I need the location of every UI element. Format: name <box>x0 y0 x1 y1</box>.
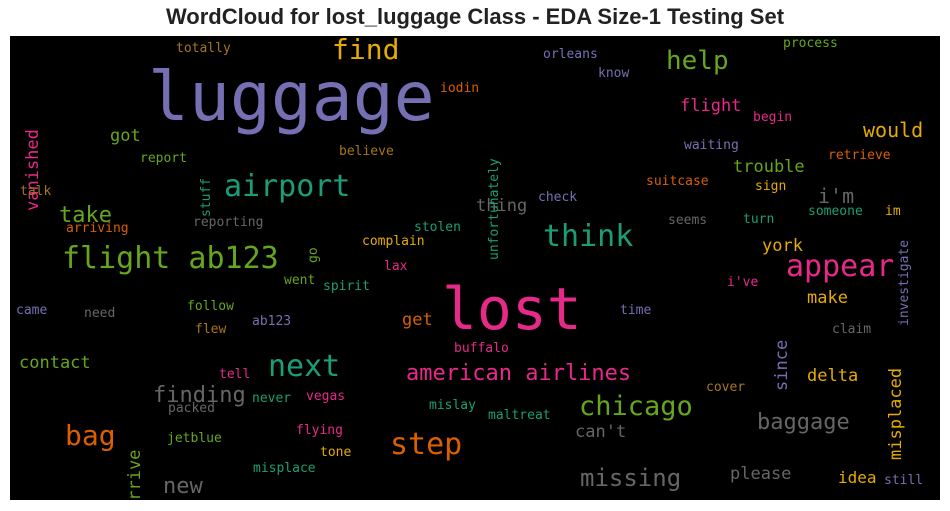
word-i-ve: i've <box>727 275 759 290</box>
word-seems: seems <box>668 213 708 228</box>
chart-title: WordCloud for lost_luggage Class - EDA S… <box>165 4 785 29</box>
word-ab123: ab123 <box>252 314 292 329</box>
word-york: york <box>762 236 803 256</box>
word-waiting: waiting <box>684 138 739 153</box>
word-packed: packed <box>168 401 215 416</box>
word-someone: someone <box>808 204 863 219</box>
word-vegas: vegas <box>306 389 346 404</box>
word-arriving: arriving <box>66 221 129 236</box>
word-stuff: stuff <box>199 177 214 218</box>
word-find: find <box>332 36 400 66</box>
word-time: time <box>620 303 652 318</box>
word-would: would <box>863 118 924 142</box>
word-please: please <box>730 464 792 484</box>
word-delta: delta <box>807 366 859 386</box>
word-thing: thing <box>476 196 528 216</box>
word-lax: lax <box>384 259 408 274</box>
word-new: new <box>163 474 203 499</box>
word-begin: begin <box>753 110 793 125</box>
word-tone: tone <box>320 445 352 460</box>
word-help: help <box>666 46 729 76</box>
word-airport: airport <box>224 169 351 204</box>
word-process: process <box>783 36 838 51</box>
word-im: im <box>885 204 901 219</box>
word-still: still <box>884 473 924 488</box>
word-report: report <box>140 151 187 166</box>
word-get: get <box>402 310 433 330</box>
word-spirit: spirit <box>323 279 370 294</box>
word-stolen: stolen <box>414 220 461 235</box>
word-next: next <box>268 349 341 384</box>
word-totally: totally <box>176 41 231 56</box>
word-never: never <box>252 391 292 406</box>
word-flight-ab123: flight ab123 <box>62 241 279 276</box>
word-think: think <box>543 219 634 254</box>
word-missing: missing <box>580 464 682 492</box>
wordcloud-canvas: luggage lost flight ab123 airport find appear… <box>10 36 940 500</box>
word-cover: cover <box>706 380 746 395</box>
word-lost: lost <box>442 275 582 343</box>
word-sign: sign <box>755 179 787 194</box>
word-jetblue: jetblue <box>167 431 222 446</box>
word-check: check <box>538 190 578 205</box>
word-misplaced: misplaced <box>886 367 906 461</box>
word-complain: complain <box>362 234 425 249</box>
word-american-airlines: american airlines <box>406 361 632 386</box>
word-since: since <box>772 339 792 392</box>
word-investigate: investigate <box>897 239 912 327</box>
word-turn: turn <box>743 212 775 227</box>
word-i-m: i'm <box>818 184 855 208</box>
word-tell: tell <box>219 367 251 382</box>
word-know: know <box>598 66 630 81</box>
word-flew: flew <box>195 322 227 337</box>
word-misplace: misplace <box>253 461 316 476</box>
word-came: came <box>16 303 48 318</box>
word-maltreat: maltreat <box>488 408 551 423</box>
word-arrive: arrive <box>125 449 145 500</box>
word-flight: flight <box>680 96 742 116</box>
word-went: went <box>284 273 316 288</box>
word-bag: bag <box>65 419 116 452</box>
word-idea: idea <box>838 468 877 487</box>
word-contact: contact <box>19 353 91 373</box>
word-appear: appear <box>786 249 895 284</box>
word-got: got <box>110 126 141 146</box>
word-orleans: orleans <box>543 47 598 62</box>
word-iodin: iodin <box>440 81 480 96</box>
word-go: go <box>306 246 321 263</box>
word-unfortunately: unfortunately <box>487 157 502 260</box>
word-luggage: luggage <box>148 58 435 137</box>
word-believe: believe <box>339 144 394 159</box>
word-mislay: mislay <box>429 398 476 413</box>
word-talk: talk <box>20 184 52 199</box>
word-need: need <box>84 306 116 321</box>
word-trouble: trouble <box>733 157 805 177</box>
word-chicago: chicago <box>579 391 693 422</box>
word-retrieve: retrieve <box>828 148 891 163</box>
word-claim: claim <box>832 322 872 337</box>
word-make: make <box>807 288 848 308</box>
word-can-t: can't <box>575 422 627 442</box>
word-baggage: baggage <box>757 410 850 435</box>
word-suitcase: suitcase <box>646 174 709 189</box>
word-flying: flying <box>296 423 343 438</box>
word-take: take <box>59 203 112 228</box>
word-finding: finding <box>153 383 246 408</box>
word-buffalo: buffalo <box>454 341 509 356</box>
word-reporting: reporting <box>193 215 264 230</box>
word-follow: follow <box>187 299 234 314</box>
word-step: step <box>390 427 463 462</box>
